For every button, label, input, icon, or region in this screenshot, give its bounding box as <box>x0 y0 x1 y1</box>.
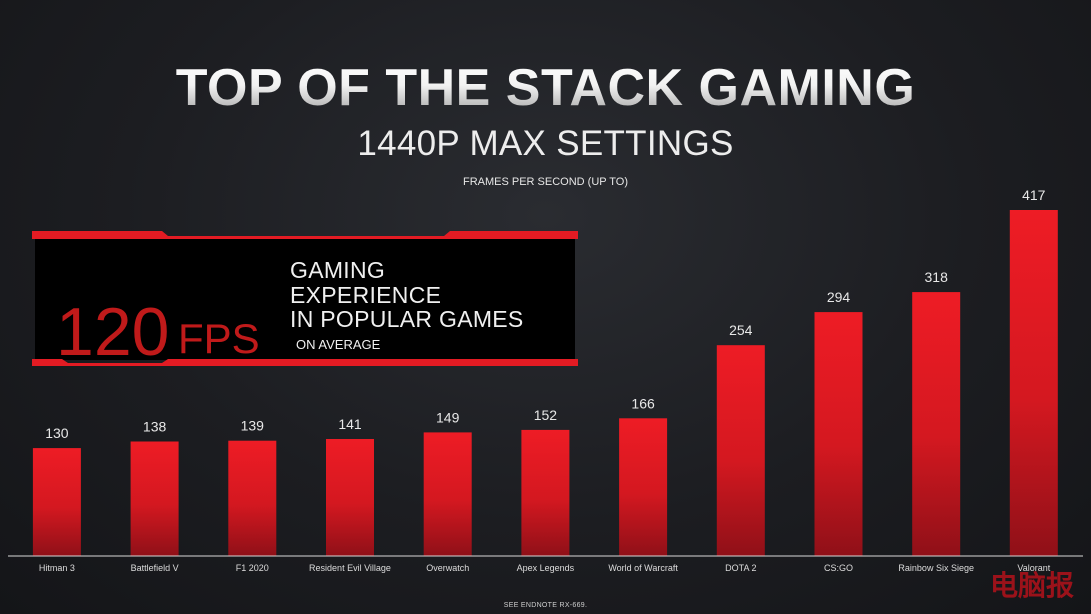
value-label-world-of-warcraft: 166 <box>631 395 655 411</box>
publisher-watermark-logo: 电脑报 <box>990 569 1074 602</box>
category-label-dota-2: DOTA 2 <box>725 563 756 573</box>
category-label-f1-2020: F1 2020 <box>236 563 269 573</box>
bars-layer: 130 Hitman 3 138 Battlefield V 139 F1 2020 141… <box>32 187 1058 573</box>
bar-f1-2020 <box>228 440 277 556</box>
callout-line-1: GAMING <box>290 257 386 283</box>
callout-background <box>35 238 575 360</box>
value-label-overwatch: 149 <box>436 409 460 425</box>
callout-fps-unit: FPS <box>178 315 260 362</box>
bar-cs-go <box>814 312 863 556</box>
bar-dota-2 <box>716 345 765 556</box>
bar-overwatch <box>423 432 472 556</box>
bar-valorant <box>1009 210 1058 556</box>
endnote: SEE ENDNOTE RX-669. <box>503 602 588 609</box>
category-label-hitman-3: Hitman 3 <box>39 563 75 573</box>
callout-bottom-stripe <box>32 359 578 366</box>
value-label-apex-legends: 152 <box>534 407 558 423</box>
value-label-cs-go: 294 <box>827 289 851 305</box>
value-label-rainbow-six-siege: 318 <box>925 269 949 285</box>
bar-hitman-3 <box>32 448 81 556</box>
category-label-rainbow-six-siege: Rainbow Six Siege <box>898 563 974 573</box>
slide-subtitle: 1440P MAX SETTINGS <box>357 124 734 163</box>
average-fps-callout: 120 FPS GAMING EXPERIENCE IN POPULAR GAM… <box>32 230 578 368</box>
category-label-apex-legends: Apex Legends <box>517 563 575 573</box>
category-label-world-of-warcraft: World of Warcraft <box>608 563 678 573</box>
value-label-valorant: 417 <box>1022 187 1046 203</box>
callout-line-3: IN POPULAR GAMES <box>290 306 524 332</box>
bar-apex-legends <box>521 429 570 556</box>
category-label-resident-evil-village: Resident Evil Village <box>309 563 391 573</box>
value-label-dota-2: 254 <box>729 322 753 338</box>
y-axis-caption: FRAMES PER SECOND (UP TO) <box>462 176 629 188</box>
bar-resident-evil-village <box>326 439 374 556</box>
callout-fps-number: 120 <box>56 294 170 370</box>
svg-text:电脑报: 电脑报 <box>990 569 1074 602</box>
category-label-valorant: Valorant <box>1017 563 1050 573</box>
slide-title: TOP OF THE STACK GAMING <box>0 58 1091 118</box>
value-label-f1-2020: 139 <box>241 418 265 434</box>
category-label-battlefield-v: Battlefield V <box>131 563 179 573</box>
callout-top-stripe <box>32 231 578 239</box>
bar-rainbow-six-siege <box>912 292 961 556</box>
category-label-overwatch: Overwatch <box>426 563 469 573</box>
category-label-cs-go: CS:GO <box>824 563 853 573</box>
bar-battlefield-v <box>130 441 179 556</box>
value-label-hitman-3: 130 <box>45 425 69 441</box>
callout-on-average: ON AVERAGE <box>296 337 381 352</box>
bar-world-of-warcraft <box>619 418 668 556</box>
value-label-battlefield-v: 138 <box>143 419 167 435</box>
callout-line-2: EXPERIENCE <box>290 282 442 308</box>
value-label-resident-evil-village: 141 <box>338 416 362 432</box>
